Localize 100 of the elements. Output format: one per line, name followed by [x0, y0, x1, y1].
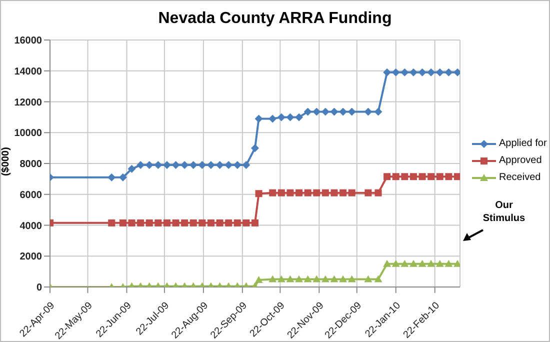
point: [252, 219, 258, 226]
point: [278, 189, 285, 196]
point: [418, 260, 426, 267]
point: [374, 108, 382, 116]
y-tick-label: 0: [36, 282, 42, 294]
point: [330, 275, 338, 282]
point: [312, 108, 321, 116]
point: [198, 161, 206, 170]
point: [225, 219, 232, 226]
point: [251, 144, 259, 152]
point: [254, 114, 263, 123]
point: [286, 113, 294, 122]
y-tick-label: 16000: [14, 36, 42, 47]
y-tick-label: 6000: [20, 190, 42, 201]
y-tick-label: 4000: [20, 220, 42, 232]
point: [339, 108, 348, 116]
point: [313, 189, 320, 196]
point: [427, 68, 436, 76]
point: [216, 161, 224, 170]
y-axis-title: ($000): [0, 146, 12, 178]
point: [400, 68, 409, 76]
point: [118, 173, 127, 182]
point: [348, 108, 356, 116]
point: [190, 219, 197, 226]
point: [198, 219, 206, 226]
point: [312, 275, 321, 282]
point: [286, 275, 294, 282]
point: [108, 173, 116, 182]
y-tick-label: 14000: [14, 66, 42, 78]
point: [268, 275, 277, 282]
point: [364, 108, 372, 116]
point: [427, 260, 436, 267]
point: [330, 108, 338, 116]
legend-label: Received: [499, 172, 541, 183]
y-tick-label: 10000: [14, 128, 42, 140]
legend-label: Applied for: [499, 138, 547, 149]
point: [254, 276, 263, 284]
point: [268, 114, 277, 123]
point: [436, 173, 444, 180]
point: [444, 260, 453, 267]
point: [383, 260, 392, 267]
point: [428, 173, 435, 180]
point: [128, 219, 136, 226]
point: [418, 173, 426, 180]
point: [277, 275, 286, 282]
point: [295, 275, 304, 282]
point: [392, 173, 400, 180]
point: [304, 189, 312, 196]
point: [409, 260, 418, 267]
chart-title: Nevada County ARRA Funding: [157, 10, 393, 28]
point: [295, 113, 304, 122]
point: [322, 189, 329, 196]
point: [163, 219, 170, 226]
point: [242, 161, 250, 170]
point: [348, 189, 356, 196]
point: [364, 275, 372, 282]
point: [340, 189, 347, 196]
point: [374, 189, 382, 196]
point: [383, 68, 392, 76]
point: [304, 108, 312, 116]
text: Our Stimulus: [482, 199, 526, 225]
point: [255, 190, 262, 198]
point: [392, 260, 400, 267]
point: [128, 164, 136, 173]
point: [108, 219, 116, 226]
point: [145, 161, 154, 170]
point: [409, 68, 418, 76]
y-tick-label: 12000: [14, 97, 42, 108]
point: [348, 275, 356, 282]
point: [400, 260, 409, 267]
point: [401, 173, 408, 180]
point: [374, 275, 382, 282]
point: [445, 173, 452, 180]
point: [146, 219, 153, 226]
point: [304, 275, 312, 282]
point: [321, 108, 330, 116]
point: [339, 275, 348, 282]
point: [154, 219, 162, 226]
point: [296, 189, 303, 196]
point: [234, 219, 241, 226]
point: [154, 161, 162, 170]
point: [277, 113, 286, 122]
point: [454, 173, 460, 180]
point: [453, 260, 460, 267]
point: [410, 173, 417, 180]
y-tick-label: 8000: [20, 159, 42, 170]
y-tick-label: 2000: [20, 252, 42, 263]
point: [172, 161, 180, 170]
point: [384, 173, 391, 180]
point: [216, 219, 224, 226]
point: [119, 219, 126, 226]
point: [364, 189, 372, 196]
point: [444, 68, 453, 76]
point: [269, 189, 276, 196]
point: [137, 219, 144, 226]
point: [189, 161, 198, 170]
point: [207, 219, 214, 226]
point: [436, 260, 444, 267]
point: [453, 68, 460, 76]
point: [321, 275, 330, 282]
